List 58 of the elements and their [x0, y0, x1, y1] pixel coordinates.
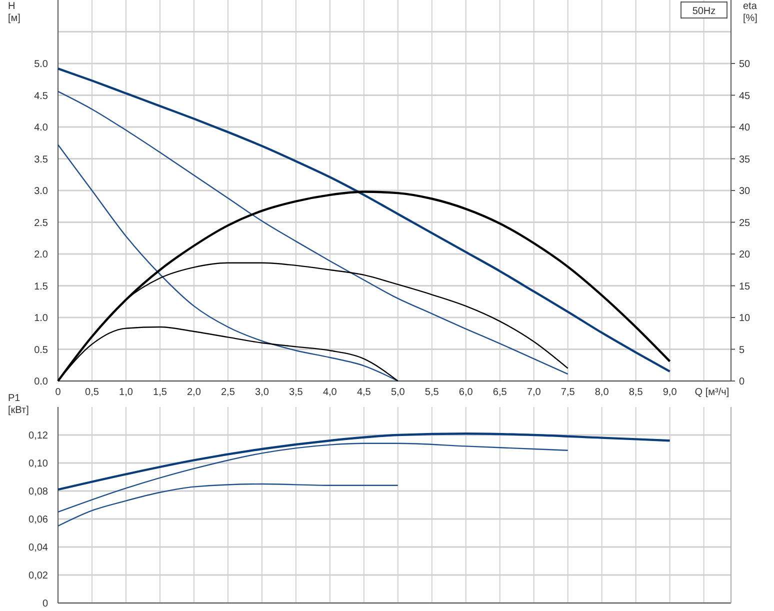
y-tick-label: 1.0: [34, 313, 48, 324]
y-tick-label: 1.5: [34, 281, 48, 292]
x-tick-label: 5,5: [424, 387, 440, 398]
y2-tick-label: 40: [739, 122, 751, 134]
y2-tick-label: 15: [739, 281, 751, 292]
x-tick-label: 0,5: [85, 387, 100, 398]
y-tick-label: 4.5: [34, 90, 48, 102]
y2-axis-title: eta [%]: [743, 1, 758, 24]
x-tick-label: 6,0: [458, 387, 474, 398]
y-tick-label: 2.5: [34, 218, 48, 229]
y-axis-title: H [м]: [8, 1, 21, 24]
x-tick-label: 3,5: [288, 387, 304, 398]
y-tick-label: 0,10: [28, 458, 48, 470]
y2-tick-label: 5: [739, 344, 745, 356]
line-series: [56, 432, 671, 491]
y-tick-label: 3.0: [34, 186, 48, 197]
x-tick-label: 8,0: [594, 387, 610, 398]
y-tick-label: 0,02: [28, 570, 48, 582]
x-tick-label: 7,5: [560, 387, 576, 398]
line-series: [57, 90, 568, 375]
y2-tick-label: 0: [739, 376, 745, 388]
x-tick-label: 8,5: [628, 387, 644, 398]
x-tick-label: 7,0: [526, 387, 542, 398]
x-tick-label: 4,5: [356, 387, 372, 398]
x-tick-label: 3,0: [254, 387, 270, 398]
line-series: [56, 67, 671, 373]
y2-tick-label: 50: [739, 59, 751, 70]
y2-tick-label: 10: [739, 313, 751, 324]
x-tick-label: 6,5: [492, 387, 508, 398]
x-tick-label: 2,0: [187, 387, 202, 398]
y-tick-label: 2.0: [34, 250, 48, 260]
y-tick-label: 3.5: [34, 154, 48, 166]
y-tick-label: 0,08: [28, 486, 48, 498]
y-tick-label: 4.0: [34, 122, 48, 134]
line-series: [57, 483, 398, 527]
x-tick-label: 2,5: [220, 387, 236, 398]
x-tick-label: 0: [55, 387, 62, 398]
x-tick-label: 1,5: [153, 387, 168, 398]
y-axis-title: P1 [кВт]: [8, 393, 30, 416]
y2-tick-label: 45: [739, 90, 751, 102]
y-tick-label: 0.5: [34, 344, 48, 356]
y-tick-label: 0: [42, 598, 48, 610]
x-tick-label: 5,0: [390, 387, 406, 398]
y-tick-label: 0,12: [28, 430, 48, 442]
x-tick-label: 9,0: [662, 387, 678, 398]
x-tick-label: 1,0: [119, 387, 134, 398]
x-tick-label: 4,0: [322, 387, 338, 398]
line-series: [57, 442, 568, 513]
y-tick-label: 0.0: [34, 376, 48, 388]
y-tick-label: 0,04: [28, 542, 48, 554]
y2-tick-label: 25: [739, 218, 751, 229]
y-tick-label: 5.0: [34, 59, 48, 70]
y2-tick-label: 35: [739, 154, 751, 166]
y-tick-label: 0,06: [28, 514, 48, 526]
annotation: 50Hz: [692, 6, 716, 17]
x-axis-title: Q [м³/ч]: [694, 387, 730, 398]
y2-tick-label: 30: [739, 186, 751, 197]
y2-tick-label: 20: [739, 250, 751, 260]
